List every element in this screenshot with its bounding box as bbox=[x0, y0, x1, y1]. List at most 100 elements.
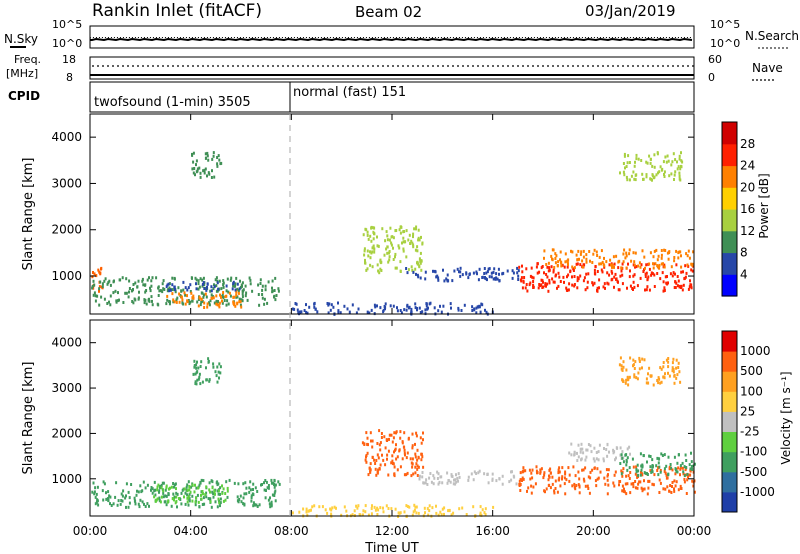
velocity-cell-9 bbox=[668, 374, 671, 378]
velocity-cell-6 bbox=[591, 468, 594, 472]
power-cell-6 bbox=[362, 233, 365, 237]
power-cell-5 bbox=[479, 310, 482, 314]
power-cell-6 bbox=[411, 268, 414, 272]
power-cell-8 bbox=[602, 285, 605, 289]
velocity-cell-8 bbox=[640, 464, 643, 468]
power-cell-4 bbox=[193, 167, 196, 170]
power-cell-2 bbox=[186, 299, 189, 303]
power-cell-9 bbox=[559, 250, 562, 254]
power-cell-10 bbox=[628, 161, 631, 164]
velocity-cell-0 bbox=[114, 495, 117, 499]
power-colorbar-swatch bbox=[722, 165, 737, 188]
velocity-cell-5 bbox=[421, 471, 424, 474]
velocity-cell-9 bbox=[659, 381, 662, 385]
power-cell-1 bbox=[141, 277, 144, 281]
velocity-cell-3 bbox=[405, 504, 408, 508]
velocity-cell-7 bbox=[580, 457, 583, 461]
power-cell-10 bbox=[628, 178, 631, 182]
power-cell-7 bbox=[511, 269, 514, 273]
velocity-cell-5 bbox=[432, 474, 435, 478]
velocity-cell-3 bbox=[443, 506, 446, 510]
velocity-cell-5 bbox=[470, 472, 473, 476]
power-cell-2 bbox=[217, 303, 220, 307]
velocity-cell-4 bbox=[388, 437, 390, 441]
velocity-cell-7 bbox=[570, 442, 573, 446]
velocity-cell-0 bbox=[252, 501, 255, 505]
velocity-cell-4 bbox=[376, 471, 379, 475]
power-cell-2 bbox=[178, 300, 181, 304]
power-cell-6 bbox=[380, 269, 383, 272]
power-cell-1 bbox=[227, 290, 230, 294]
power-cell-5 bbox=[425, 304, 428, 308]
power-cell-7 bbox=[437, 276, 440, 280]
velocity-cell-0 bbox=[110, 504, 113, 507]
velocity-cell-7 bbox=[570, 453, 573, 457]
velocity-cell-4 bbox=[373, 458, 376, 462]
power-cell-9 bbox=[573, 266, 576, 270]
velocity-cell-3 bbox=[291, 511, 294, 515]
power-cell-1 bbox=[94, 294, 97, 298]
power-cell-9 bbox=[624, 256, 627, 260]
power-cell-5 bbox=[484, 308, 486, 312]
power-cell-7 bbox=[494, 277, 497, 281]
velocity-cell-2 bbox=[217, 370, 220, 374]
power-cell-3 bbox=[195, 282, 197, 286]
power-cell-1 bbox=[273, 294, 276, 298]
power-cell-1 bbox=[147, 298, 150, 302]
velocity-cell-4 bbox=[392, 436, 395, 440]
power-cell-1 bbox=[222, 285, 225, 289]
velocity-cell-7 bbox=[608, 450, 610, 454]
power-cell-1 bbox=[125, 277, 128, 281]
velocity-cell-0 bbox=[210, 505, 213, 509]
velocity-cell-4 bbox=[380, 432, 383, 435]
velocity-cell-3 bbox=[484, 513, 487, 517]
power-cell-8 bbox=[582, 279, 585, 283]
power-cell-5 bbox=[299, 310, 301, 314]
power-cell-8 bbox=[682, 283, 685, 287]
power-cell-1 bbox=[92, 279, 95, 283]
velocity-cell-4 bbox=[420, 458, 423, 462]
velocity-cell-0 bbox=[93, 490, 96, 494]
power-cell-10 bbox=[653, 165, 656, 169]
velocity-cell-8 bbox=[667, 472, 670, 476]
power-cell-1 bbox=[215, 276, 218, 280]
power-cell-8 bbox=[530, 266, 533, 270]
power-cell-5 bbox=[406, 303, 409, 307]
power-cell-3 bbox=[201, 283, 204, 286]
velocity-cell-6 bbox=[621, 489, 624, 493]
power-cell-10 bbox=[634, 173, 637, 177]
power-cell-10 bbox=[646, 161, 649, 165]
power-cell-8 bbox=[518, 265, 521, 269]
power-cell-1 bbox=[248, 276, 251, 280]
velocity-cell-3 bbox=[333, 505, 336, 509]
velocity-cell-7 bbox=[602, 459, 605, 463]
velocity-cell-3 bbox=[484, 507, 487, 511]
velocity-cell-8 bbox=[628, 466, 631, 470]
velocity-cell-1 bbox=[194, 500, 197, 504]
velocity-cell-6 bbox=[634, 486, 637, 490]
power-cell-7 bbox=[483, 276, 486, 280]
power-cell-9 bbox=[554, 252, 557, 256]
freq-label-2: [MHz] bbox=[6, 67, 38, 80]
power-cell-7 bbox=[451, 279, 454, 283]
velocity-cell-0 bbox=[150, 486, 153, 489]
velocity-cell-0 bbox=[207, 497, 210, 501]
power-cell-5 bbox=[400, 311, 403, 315]
power-cell-8 bbox=[671, 274, 674, 278]
power-cell-8 bbox=[620, 269, 623, 273]
power-cell-5 bbox=[433, 306, 436, 310]
velocity-cell-1 bbox=[186, 500, 189, 504]
power-cell-10 bbox=[650, 178, 653, 181]
velocity-cell-6 bbox=[549, 471, 552, 475]
velocity-cell-7 bbox=[593, 446, 596, 450]
velocity-cell-0 bbox=[273, 485, 276, 489]
power-cell-5 bbox=[382, 308, 385, 312]
velocity-cell-3 bbox=[435, 504, 437, 508]
power-cell-7 bbox=[446, 279, 449, 283]
power-cell-8 bbox=[613, 275, 616, 279]
power-cell-6 bbox=[367, 254, 370, 258]
power-cell-8 bbox=[603, 265, 606, 269]
power-cell-6 bbox=[402, 247, 405, 251]
velocity-cell-5 bbox=[457, 479, 459, 483]
